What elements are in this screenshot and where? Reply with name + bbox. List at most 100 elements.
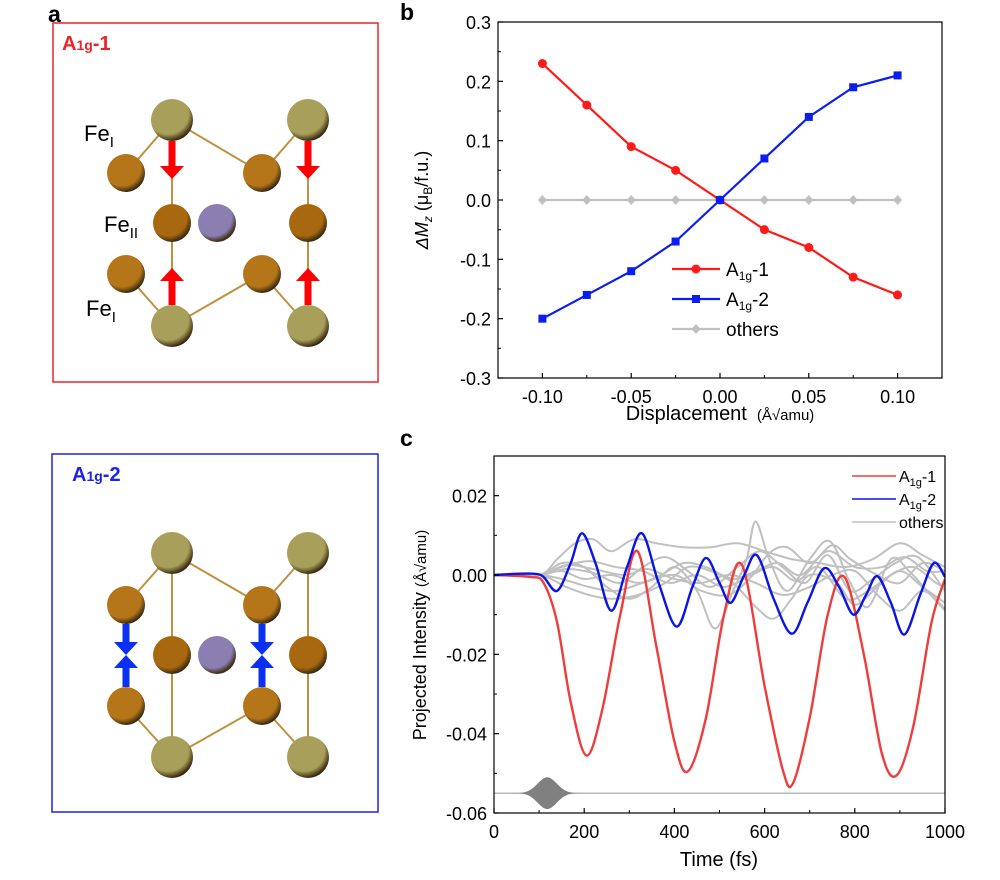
arrow-up-icon (296, 268, 320, 281)
arrow-shaft (304, 281, 312, 305)
fe-atom (107, 154, 145, 192)
y-axis-label: ΔMz (μB/f.u.) (412, 151, 435, 250)
diamond-marker (893, 195, 903, 205)
legend-label: others (899, 515, 943, 532)
arrow-up-icon (250, 655, 274, 668)
circle-marker (759, 225, 769, 235)
fe-ii-atom (289, 636, 327, 674)
pump-pulse (494, 777, 945, 810)
circle-marker (848, 272, 858, 282)
others-line (494, 560, 945, 601)
circle-marker (537, 59, 547, 69)
y-tick-label: -0.3 (460, 369, 491, 389)
arrow-shaft (168, 141, 176, 166)
arrow-shaft (122, 624, 130, 642)
y-tick-label: 0.2 (466, 72, 491, 92)
square-marker (627, 267, 636, 276)
x-axis-label: Displacement (Å√amu) (626, 403, 815, 425)
fe-ii-atom (289, 204, 327, 242)
panel-label-c: c (400, 425, 413, 451)
site-label-fe-ii: FeII (104, 212, 138, 242)
series-line (494, 549, 945, 789)
fe-i-atom (287, 532, 329, 574)
x-tick-label: 800 (840, 822, 870, 842)
arrow-down-icon (160, 166, 184, 179)
square-marker (582, 290, 591, 299)
y-tick-label: -0.06 (446, 804, 487, 824)
center-atom (198, 204, 236, 242)
legend-label: others (726, 320, 779, 341)
fe-i-atom (151, 532, 193, 574)
fe-i-atom (151, 99, 193, 141)
site-label-fe-i-bottom: FeI (86, 296, 116, 326)
x-tick-label: 600 (750, 822, 780, 842)
arrow-down-icon (296, 166, 320, 179)
diamond-marker (848, 195, 858, 205)
fe-atom (243, 586, 281, 624)
fe-atom (243, 687, 281, 725)
structure-frame (51, 453, 379, 813)
series-lines (541, 62, 899, 320)
square-marker (671, 237, 680, 246)
fe-atom (243, 255, 281, 293)
y-axis-label: Projected Intensity(Å√amu) (410, 530, 430, 741)
fe-i-atom (151, 736, 193, 778)
structure-panel-a1g-1: A1g-1 FeI FeII FeI (52, 22, 379, 383)
arrow-shaft (258, 668, 266, 687)
x-tick-label: -0.05 (611, 387, 652, 407)
pulse-envelope (503, 777, 594, 810)
arrow-shaft (258, 624, 266, 642)
circle-marker (582, 100, 592, 110)
others-line (494, 537, 945, 578)
series-line (494, 532, 945, 636)
y-tick-label: 0.1 (466, 132, 491, 152)
arrow-shaft (168, 281, 176, 305)
square-marker (692, 295, 700, 303)
legend-label: A1g-1 (726, 260, 769, 283)
tick-labels: 0 200 400 600 800 1000 -0.06 -0.04 -0.02 0.00 0.02 (446, 487, 965, 842)
arrow-shaft (304, 141, 312, 166)
legend-label: A1g-2 (899, 492, 936, 512)
tick-labels: -0.10 -0.05 0.00 0.05 0.10 -0.3 -0.2 -0.1 0.0 0.1… (460, 13, 915, 407)
diamond-marker (537, 195, 547, 205)
y-tick-label: -0.1 (460, 250, 491, 270)
diamond-marker (671, 195, 681, 205)
circle-marker (671, 165, 681, 175)
y-tick-label: -0.02 (446, 645, 487, 665)
fe-ii-atom (153, 204, 191, 242)
x-tick-label: 0.10 (880, 387, 915, 407)
legend: A1g-1 A1g-2 others (672, 260, 779, 341)
others-line (494, 565, 945, 620)
y-tick-label: 0.0 (466, 191, 491, 211)
y-tick-label: -0.04 (446, 725, 487, 745)
circle-marker (804, 242, 814, 252)
panel-label-a: a (48, 1, 61, 27)
fe-atom (107, 687, 145, 725)
fe-i-atom (287, 736, 329, 778)
arrow-down-icon (114, 642, 138, 655)
legend-label: A1g-1 (899, 469, 936, 489)
x-tick-label: 0 (489, 822, 499, 842)
diamond-marker (626, 195, 636, 205)
y-tick-label: 0.3 (466, 13, 491, 33)
site-label-fe-i-top: FeI (84, 121, 114, 151)
fe-i-atom (151, 305, 193, 347)
center-atom (198, 636, 236, 674)
circle-marker (893, 290, 903, 300)
square-marker (849, 83, 858, 92)
atoms (107, 99, 329, 347)
x-tick-label: -0.10 (522, 387, 563, 407)
square-marker (804, 112, 813, 121)
square-marker (716, 196, 724, 204)
fe-atom (107, 255, 145, 293)
axis-ticks (493, 495, 946, 814)
fe-ii-atom (153, 636, 191, 674)
diamond-marker (759, 195, 769, 205)
chart-b-magnetization: -0.10 -0.05 0.00 0.05 0.10 -0.3 -0.2 -0.1 0.0 0.1… (412, 13, 943, 425)
displacement-arrows (160, 141, 320, 305)
circle-marker (626, 142, 636, 152)
diamond-marker (582, 195, 592, 205)
series-lines (494, 532, 945, 789)
mode-title-a1g-2: A1g-2 (72, 464, 121, 486)
